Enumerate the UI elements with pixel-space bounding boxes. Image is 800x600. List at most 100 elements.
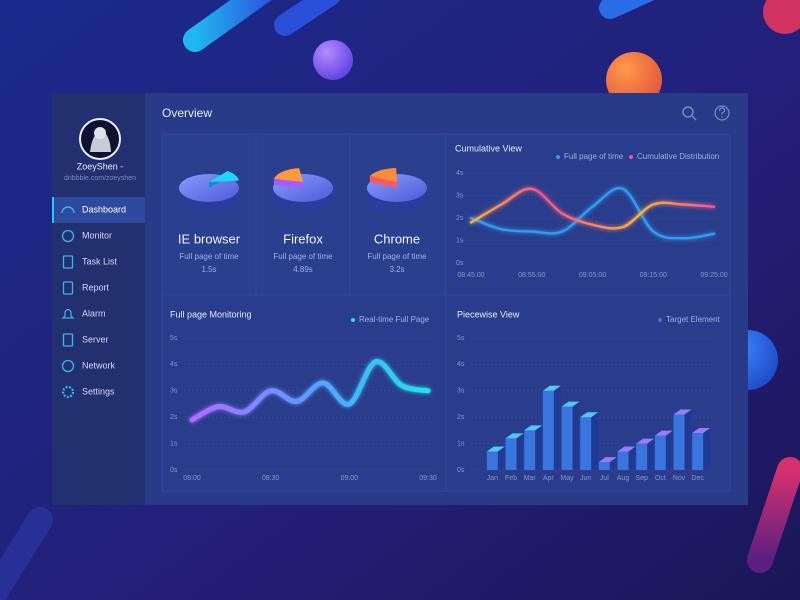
bar-top [561,401,580,407]
page-title: Overview [162,106,212,120]
chart-card [161,294,447,492]
bar [561,406,573,470]
menu-icon [62,281,74,295]
bar-side [553,385,561,470]
x-tick-label: 08:45:00 [457,272,484,279]
legend-dot [351,318,355,322]
x-tick-label: 09:15:00 [640,272,667,279]
x-tick-label: Mar [524,475,537,482]
help-dot [721,116,723,118]
menu-item[interactable]: Report [62,281,110,295]
browser-pie-icon [273,168,333,214]
menu-item[interactable]: Task List [62,255,118,269]
x-tick-label: 09:05:00 [579,272,606,279]
bar-side [665,430,673,470]
bar-top [542,385,561,391]
legend-dot [629,155,633,159]
x-tick-label: Aug [617,475,630,482]
bar [580,417,592,470]
bar-side [535,425,543,470]
y-tick-label: 4s [456,170,464,177]
pie-slice-side [273,178,303,188]
decor-capsule [183,0,272,52]
y-tick-label: 1s [456,237,464,244]
menu-item[interactable]: Dashboard [61,204,126,214]
search-icon[interactable] [682,106,697,121]
x-tick-label: May [560,475,574,482]
menu-label[interactable]: Alarm [82,308,106,318]
decor-capsule [747,457,800,573]
browser-metric: Full page of time [367,252,427,261]
menu-label[interactable]: Report [82,282,110,292]
y-tick-label: 0s [457,467,465,474]
bar-top [617,446,636,452]
menu-label[interactable]: Network [82,360,116,370]
menu-icon [61,385,75,399]
bar-side [572,401,580,470]
help-icon[interactable] [714,105,730,121]
menu-active-bg [52,197,145,223]
bar-side [628,446,636,470]
menu-item[interactable]: Network [61,359,116,373]
legend-dot [556,155,560,159]
pie-slice [273,168,303,182]
menu-item[interactable]: Settings [61,385,115,399]
menu-icon [61,229,75,243]
browser-pie-icon [179,171,239,214]
legend-label: Cumulative Distribution [637,152,719,161]
y-tick-label: 5s [170,335,178,342]
menu-icon [61,206,75,214]
bar [673,414,685,470]
legend-label: Full page of time [564,152,624,161]
y-tick-label: 1s [457,440,465,447]
y-tick-label: 1s [170,440,178,447]
x-tick-label: Sep [635,475,648,482]
decor-orb [313,40,353,80]
x-tick-label: 09:25:00 [700,272,727,279]
user-link: dribbble.com/zoeyshen [64,175,136,182]
y-tick-label: 3s [456,192,464,199]
x-tick-label: Jul [600,475,609,482]
browser-metric: Full page of time [273,252,333,261]
y-tick-label: 4s [457,361,465,368]
y-tick-label: 3s [457,388,465,395]
legend-label: Real-time Full Page [359,315,430,324]
bar-top [598,457,617,463]
bar [692,433,704,470]
menu-item[interactable]: Server [62,333,109,347]
menu-icon [62,255,74,269]
menu-label[interactable]: Monitor [82,230,112,240]
legend-label: Target Element [666,315,721,324]
chart-title: Cumulative View [455,143,522,153]
search-handle [691,115,697,121]
menu-label[interactable]: Settings [82,386,115,396]
bar [598,462,610,470]
bar-top [654,430,673,436]
menu-item[interactable]: Alarm [61,308,106,319]
x-tick-label: Feb [505,475,517,482]
pie-slice [369,168,397,182]
bar-side [497,446,505,470]
menu-icon [61,308,75,319]
x-tick-label: 08:00 [183,475,201,482]
menu-label[interactable]: Server [82,334,109,344]
browser-name: Chrome [374,231,420,246]
menu-label[interactable]: Task List [82,256,118,266]
browser-value: 3.2s [389,265,404,274]
x-tick-label: Dec [691,475,704,482]
x-tick-label: 08:55:00 [518,272,545,279]
bar-side [647,438,655,470]
help-ring [714,105,730,121]
bar [524,430,536,470]
bar-side [609,457,617,470]
bar-top [524,425,543,431]
chart-title: Piecewise View [457,309,520,319]
help-glyph [718,107,726,115]
x-tick-label: Nov [673,475,686,482]
y-tick-label: 0s [456,260,464,267]
menu-label[interactable]: Dashboard [82,204,126,214]
x-tick-label: Oct [655,475,666,482]
bar-top [673,409,692,415]
menu-item[interactable]: Monitor [61,229,113,243]
